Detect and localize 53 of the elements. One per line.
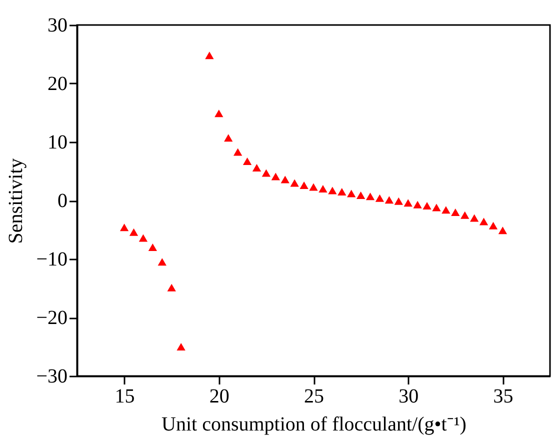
y-tick-label: 10 xyxy=(48,132,68,154)
point xyxy=(224,134,233,142)
point xyxy=(318,185,328,193)
x-tick-label: 25 xyxy=(304,386,324,408)
point xyxy=(479,218,488,226)
point xyxy=(158,258,166,266)
y-tick-label: −30 xyxy=(36,366,68,388)
y-tick-label: −10 xyxy=(36,248,68,270)
point xyxy=(309,183,318,191)
point xyxy=(498,226,508,234)
point xyxy=(233,148,242,156)
point xyxy=(404,199,412,207)
point xyxy=(176,343,186,350)
x-tick-label: 15 xyxy=(114,386,135,408)
point xyxy=(138,234,148,242)
point xyxy=(252,164,262,172)
point xyxy=(347,190,356,198)
point xyxy=(328,186,337,194)
point xyxy=(214,110,224,118)
point xyxy=(375,194,384,202)
point xyxy=(442,206,450,214)
y-tick-label: 30 xyxy=(48,14,68,36)
point xyxy=(460,211,470,219)
point xyxy=(384,196,394,204)
x-tick-label: 30 xyxy=(398,386,419,408)
x-axis-title: Unit consumption of flocculant/(g•t⁻¹) xyxy=(162,414,466,436)
point xyxy=(470,214,479,222)
y-tick-label: 0 xyxy=(58,190,68,212)
point xyxy=(394,197,403,205)
point xyxy=(280,176,290,184)
point xyxy=(167,284,176,292)
x-tick-label: 20 xyxy=(209,386,230,408)
y-tick-label: 20 xyxy=(48,73,68,95)
point xyxy=(262,169,271,177)
point xyxy=(422,202,432,210)
point xyxy=(120,224,129,232)
point xyxy=(356,191,366,199)
point xyxy=(271,172,280,180)
point xyxy=(413,200,422,208)
point xyxy=(366,192,375,200)
point xyxy=(300,182,308,190)
point xyxy=(451,208,460,216)
x-tick-label: 35 xyxy=(493,386,514,408)
y-axis-title: Sensitivity xyxy=(5,158,28,244)
point xyxy=(290,179,299,187)
point xyxy=(129,228,138,236)
point xyxy=(148,244,158,252)
point xyxy=(432,204,441,212)
point xyxy=(242,158,252,166)
point xyxy=(338,188,346,196)
y-tick-label: −20 xyxy=(36,307,68,329)
point xyxy=(488,222,498,230)
point xyxy=(205,52,214,60)
